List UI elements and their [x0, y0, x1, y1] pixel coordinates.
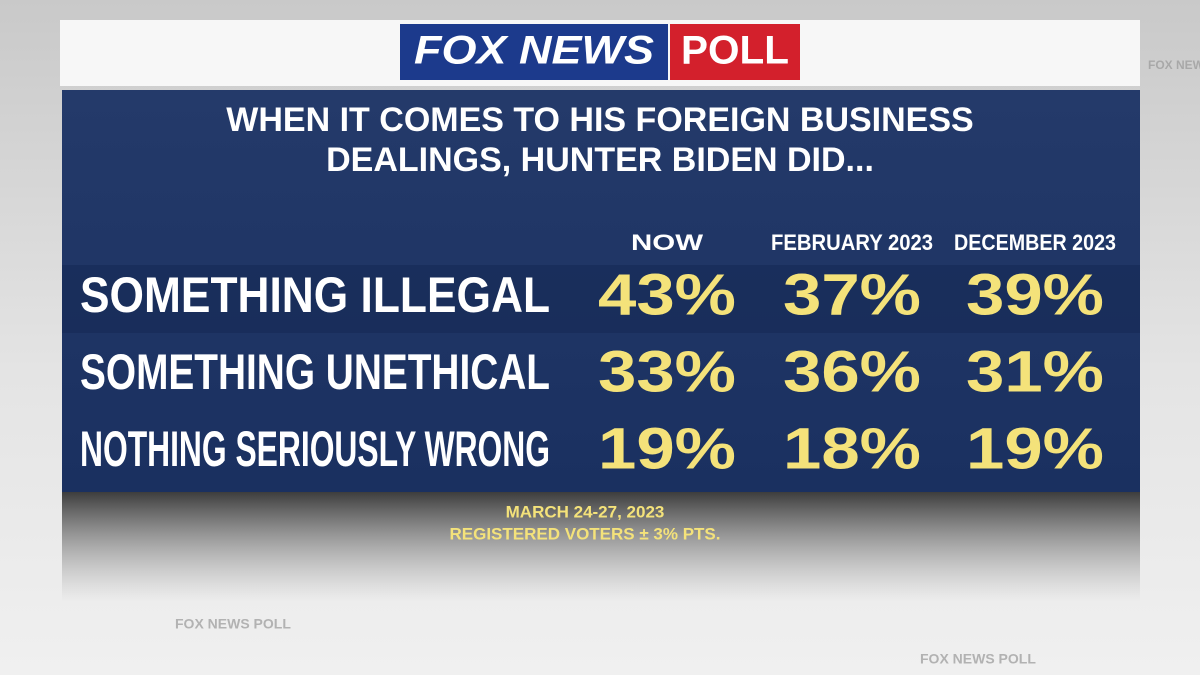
- cell-value: 39%: [966, 262, 1104, 327]
- cell-value: 18%: [783, 416, 921, 481]
- row-label: NOTHING SERIOUSLY WRONG: [80, 421, 550, 477]
- shadow: [62, 492, 1140, 602]
- row-label: SOMETHING UNETHICAL: [80, 344, 550, 400]
- footer-line: MARCH 24-27, 2023: [506, 502, 665, 521]
- column-header: NOW: [631, 230, 703, 255]
- cell-value: 31%: [966, 339, 1104, 404]
- title-line: WHEN IT COMES TO HIS FOREIGN BUSINESS: [226, 101, 973, 139]
- cell-value: 19%: [966, 416, 1104, 481]
- watermark: FOX NEWS POLL: [1148, 58, 1200, 72]
- cell-value: 43%: [598, 262, 736, 327]
- cell-value: 37%: [783, 262, 921, 327]
- column-header: DECEMBER 2023: [954, 230, 1116, 255]
- cell-value: 33%: [598, 339, 736, 404]
- cell-value: 36%: [783, 339, 921, 404]
- footer-line: REGISTERED VOTERS ± 3% PTS.: [450, 524, 721, 543]
- watermark: FOX NEWS POLL: [920, 651, 1036, 667]
- tag-box: [670, 24, 800, 80]
- title-line: DEALINGS, HUNTER BIDEN DID...: [326, 141, 874, 179]
- row-band: [62, 265, 1140, 333]
- cell-value: 19%: [598, 416, 736, 481]
- row-label: SOMETHING ILLEGAL: [80, 267, 550, 323]
- column-header: FEBRUARY 2023: [771, 230, 933, 255]
- tag: POLL: [681, 29, 789, 73]
- brand: FOX NEWS: [414, 29, 654, 73]
- watermark: FOX NEWS POLL: [175, 616, 291, 632]
- brand-box: [400, 24, 668, 80]
